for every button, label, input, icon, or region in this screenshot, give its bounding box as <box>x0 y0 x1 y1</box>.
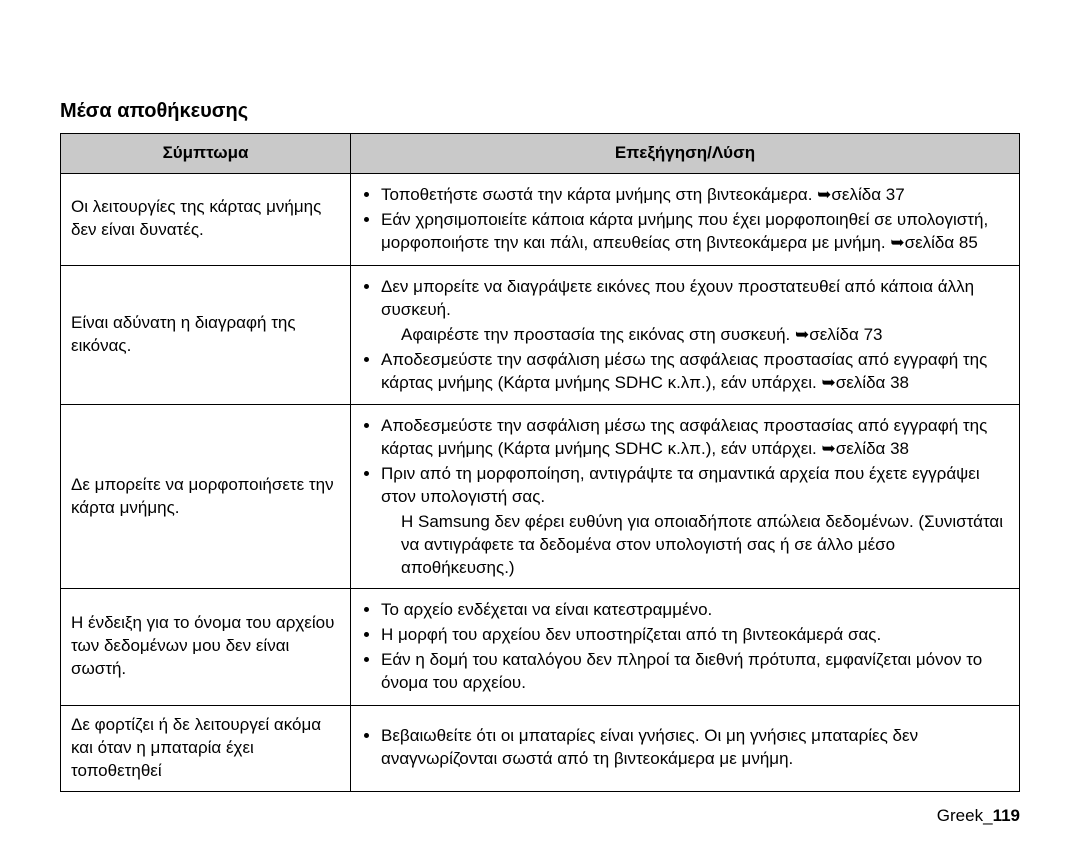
solution-list: Το αρχείο ενδέχεται να είναι κατεστραμμέ… <box>361 599 1009 695</box>
document-page: Μέσα αποθήκευσης Σύμπτωμα Επεξήγηση/Λύση… <box>0 0 1080 866</box>
table-header-row: Σύμπτωμα Επεξήγηση/Λύση <box>61 134 1020 174</box>
solution-list: Δεν μπορείτε να διαγράψετε εικόνες που έ… <box>361 276 1009 395</box>
symptom-cell: Δε μπορείτε να μορφοποιήσετε την κάρτα μ… <box>61 405 351 589</box>
symptom-cell: Δε φορτίζει ή δε λειτουργεί ακόμα και ότ… <box>61 705 351 791</box>
solution-item-continuation: Η Samsung δεν φέρει ευθύνη για οποιαδήπο… <box>401 511 1009 580</box>
solution-item: Αποδεσμεύστε την ασφάλιση μέσω της ασφάλ… <box>381 415 1009 461</box>
solution-item: Το αρχείο ενδέχεται να είναι κατεστραμμέ… <box>381 599 1009 622</box>
table-row: Δε μπορείτε να μορφοποιήσετε την κάρτα μ… <box>61 405 1020 589</box>
solution-item: Η μορφή του αρχείου δεν υποστηρίζεται απ… <box>381 624 1009 647</box>
solution-item: Εάν χρησιμοποιείτε κάποια κάρτα μνήμης π… <box>381 209 1009 255</box>
footer-language: Greek <box>937 806 983 825</box>
solution-item: Δεν μπορείτε να διαγράψετε εικόνες που έ… <box>381 276 1009 322</box>
solution-cell: Το αρχείο ενδέχεται να είναι κατεστραμμέ… <box>351 589 1020 706</box>
solution-item: Τοποθετήστε σωστά την κάρτα μνήμης στη β… <box>381 184 1009 207</box>
footer-separator: _ <box>983 806 992 825</box>
symptom-cell: Η ένδειξη για το όνομα του αρχείου των δ… <box>61 589 351 706</box>
solution-item-continuation: Αφαιρέστε την προστασία της εικόνας στη … <box>401 324 1009 347</box>
col-header-symptom: Σύμπτωμα <box>61 134 351 174</box>
troubleshooting-table: Σύμπτωμα Επεξήγηση/Λύση Οι λειτουργίες τ… <box>60 133 1020 792</box>
footer-page-number: 119 <box>993 806 1020 825</box>
solution-cell: Αποδεσμεύστε την ασφάλιση μέσω της ασφάλ… <box>351 405 1020 589</box>
solution-cell: Βεβαιωθείτε ότι οι μπαταρίες είναι γνήσι… <box>351 705 1020 791</box>
section-title: Μέσα αποθήκευσης <box>60 100 1020 123</box>
table-row: Είναι αδύνατη η διαγραφή της εικόνας. Δεν… <box>61 265 1020 405</box>
solution-cell: Τοποθετήστε σωστά την κάρτα μνήμης στη β… <box>351 173 1020 265</box>
solution-cell: Δεν μπορείτε να διαγράψετε εικόνες που έ… <box>351 265 1020 405</box>
table-row: Οι λειτουργίες της κάρτας μνήμης δεν είν… <box>61 173 1020 265</box>
solution-item: Βεβαιωθείτε ότι οι μπαταρίες είναι γνήσι… <box>381 725 1009 771</box>
table-row: Η ένδειξη για το όνομα του αρχείου των δ… <box>61 589 1020 706</box>
symptom-cell: Οι λειτουργίες της κάρτας μνήμης δεν είν… <box>61 173 351 265</box>
solution-item: Εάν η δομή του καταλόγου δεν πληροί τα δ… <box>381 649 1009 695</box>
solution-list: Αποδεσμεύστε την ασφάλιση μέσω της ασφάλ… <box>361 415 1009 580</box>
solution-item: Αποδεσμεύστε την ασφάλιση μέσω της ασφάλ… <box>381 349 1009 395</box>
page-footer: Greek_119 <box>60 806 1020 826</box>
symptom-cell: Είναι αδύνατη η διαγραφή της εικόνας. <box>61 265 351 405</box>
solution-list: Βεβαιωθείτε ότι οι μπαταρίες είναι γνήσι… <box>361 725 1009 771</box>
solution-item: Πριν από τη μορφοποίηση, αντιγράψτε τα σ… <box>381 463 1009 509</box>
solution-list: Τοποθετήστε σωστά την κάρτα μνήμης στη β… <box>361 184 1009 255</box>
table-row: Δε φορτίζει ή δε λειτουργεί ακόμα και ότ… <box>61 705 1020 791</box>
col-header-solution: Επεξήγηση/Λύση <box>351 134 1020 174</box>
